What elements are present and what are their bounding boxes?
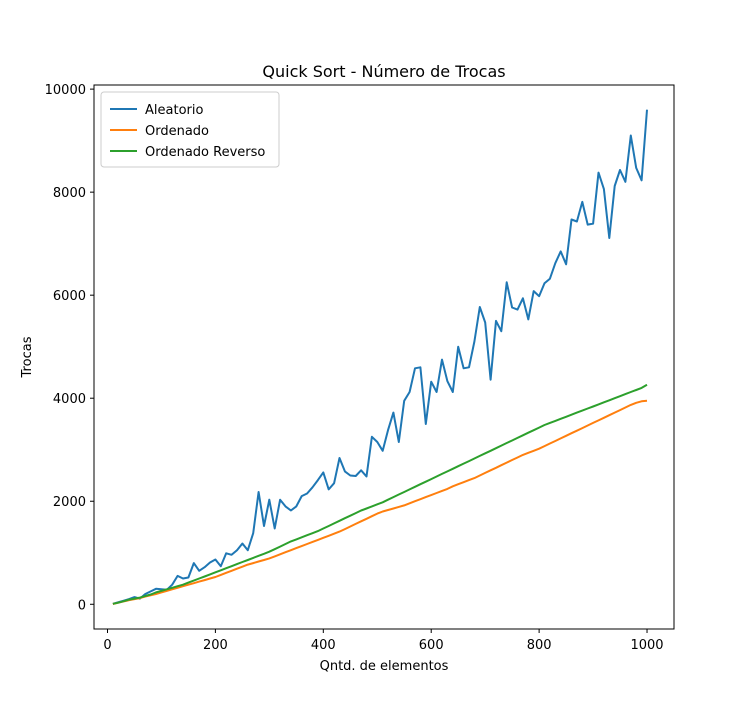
series-line-ordenado-reverso <box>112 383 648 605</box>
x-tick-label: 800 <box>527 638 552 653</box>
x-tick-label: 1000 <box>630 638 663 653</box>
x-tick-label: 400 <box>311 638 336 653</box>
series-line-aleatorio <box>112 109 648 605</box>
axes-frame <box>93 84 675 630</box>
x-axis: 0 200 400 600 800 1000 <box>103 629 664 653</box>
legend-label: Ordenado <box>145 124 209 139</box>
series-line-ordenado <box>112 399 648 605</box>
y-tick-label: 8000 <box>53 186 86 201</box>
y-tick-label: 0 <box>78 598 86 613</box>
y-tick-label: 6000 <box>53 289 86 304</box>
x-tick-label: 200 <box>203 638 228 653</box>
legend-label: Aleatorio <box>145 103 203 118</box>
y-tick-label: 4000 <box>53 392 86 407</box>
x-axis-label: Qntd. de elementos <box>320 659 449 674</box>
y-axis: 0 2000 4000 6000 8000 10000 <box>45 83 94 613</box>
legend-box <box>100 91 280 168</box>
legend: Aleatorio Ordenado Ordenado Reverso <box>100 91 280 168</box>
legend-label: Ordenado Reverso <box>145 145 265 160</box>
x-tick-label: 600 <box>419 638 444 653</box>
y-tick-label: 2000 <box>53 495 86 510</box>
x-tick-label: 0 <box>103 638 111 653</box>
y-axis-label: Trocas <box>20 336 35 378</box>
chart-title: Quick Sort - Número de Trocas <box>262 62 505 81</box>
plot-area <box>112 109 648 605</box>
y-tick-label: 10000 <box>45 83 86 98</box>
